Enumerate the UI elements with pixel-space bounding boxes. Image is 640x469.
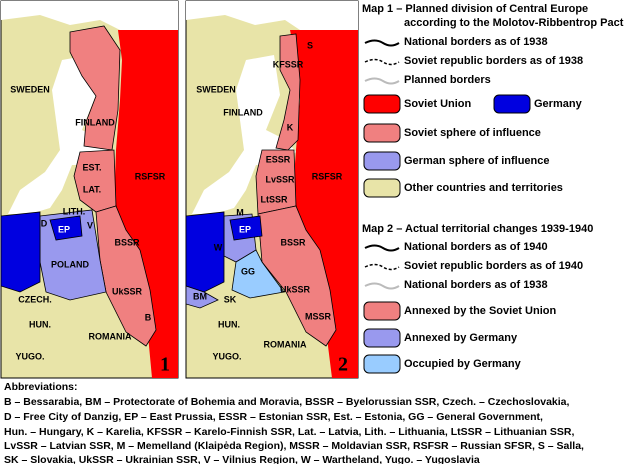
map-label: SK: [224, 294, 237, 304]
map-label: HUN.: [218, 319, 240, 329]
arctic-sea: [1, 1, 178, 30]
map-label: CZECH.: [18, 294, 52, 304]
map-label: LvSSR: [265, 174, 295, 184]
map-label: BM: [193, 291, 207, 301]
soviet-union: [290, 30, 358, 378]
map-label: V: [87, 220, 93, 230]
legend-swatch: [363, 151, 401, 171]
annexed-poland: [257, 205, 337, 347]
legend-label: Annexed by the Soviet Union: [404, 305, 556, 317]
germany: [0, 211, 41, 293]
map-label: D: [41, 218, 48, 228]
map-label: UkSSR: [280, 284, 311, 294]
abbreviations-line: D – Free City of Danzig, EP – East Pruss…: [4, 411, 543, 423]
legend-line: [364, 282, 400, 290]
map-label: K: [287, 122, 294, 132]
legend-label: National borders as of 1938: [404, 36, 548, 48]
legend-swatch: [363, 354, 401, 374]
legend-swatch: [363, 94, 401, 114]
finland: [69, 25, 121, 151]
legend-label: Soviet Union: [404, 98, 472, 110]
map-label: S: [307, 40, 313, 50]
map-number: 2: [338, 354, 348, 376]
germany: [185, 211, 225, 293]
map-label: RSFSR: [312, 171, 343, 181]
map-label: MSSR: [305, 311, 332, 321]
map-label: BSSR: [114, 237, 140, 247]
legend-swatch: [363, 328, 401, 348]
abbreviations-line: Hun. – Hungary, K – Karelia, KFSSR – Kar…: [4, 426, 574, 438]
abbreviations: Abbreviations: B – Bessarabia, BM – Prot…: [4, 381, 584, 466]
map-label: POLAND: [51, 259, 90, 269]
map-label: W: [214, 242, 223, 252]
map-label: LtSSR: [261, 194, 289, 204]
legend-line: [364, 58, 400, 66]
legend-line: [364, 244, 400, 252]
map-number: 1: [160, 354, 170, 376]
map-label: HUN.: [29, 319, 51, 329]
east-prussia: [229, 215, 263, 241]
legend-swatch: [363, 178, 401, 198]
map-label: RSFSR: [135, 171, 166, 181]
legend-label: Other countries and territories: [404, 182, 563, 194]
legend-line: [364, 39, 400, 47]
map-label: EP: [239, 224, 251, 234]
legend-label: National borders as of 1938: [404, 279, 548, 291]
legend-label: Occupied by Germany: [404, 358, 522, 370]
abbreviations-line: SK – Slovakia, UkSSR – Ukrainian SSR, V …: [4, 454, 480, 464]
legend-title: according to the Molotov-Ribbentrop Pact: [404, 17, 624, 29]
map-2: SWEDEN FINLAND KFSSR K ESSR LvSSR LtSSR …: [185, 0, 359, 379]
map-label: EST.: [82, 162, 101, 172]
legend-title: Map 1 – Planned division of Central Euro…: [362, 3, 588, 15]
east-prussia: [49, 215, 83, 241]
abbreviations-line: B – Bessarabia, BM – Protectorate of Boh…: [4, 396, 570, 408]
legend-label: Annexed by Germany: [404, 332, 518, 344]
legend-label: National borders as of 1940: [404, 241, 548, 253]
bohemia-moravia: [185, 285, 219, 309]
map-label: KFSSR: [273, 59, 304, 69]
legend-swatch: [493, 94, 531, 114]
map-label: FINLAND: [223, 107, 263, 117]
legend-label: Soviet sphere of influence: [404, 127, 541, 139]
abbreviations-line: LvSSR – Latvian SSR, M – Memelland (Klai…: [4, 440, 584, 452]
legend-map-1: Map 1 – Planned division of Central Euro…: [362, 3, 624, 198]
map-label: ROMANIA: [89, 331, 132, 341]
legend-label: German sphere of influence: [404, 155, 549, 167]
map-label: YUGO.: [15, 351, 44, 361]
legend-map-2: Map 2 – Actual territorial changes 1939-…: [362, 223, 593, 374]
map-label: YUGO.: [212, 351, 241, 361]
general-government: [231, 249, 285, 299]
legend-title: Map 2 – Actual territorial changes 1939-…: [362, 223, 593, 235]
map-label: SWEDEN: [196, 84, 236, 94]
legend-swatch: [363, 301, 401, 321]
map-label: UkSSR: [112, 286, 143, 296]
map-label: M: [236, 207, 244, 217]
legend-label: Soviet republic borders as of 1938: [404, 55, 583, 67]
map-label: EP: [58, 224, 70, 234]
legend-label: Germany: [534, 98, 583, 110]
annexed-karelia: [275, 33, 301, 151]
legend-label: Soviet republic borders as of 1940: [404, 260, 583, 272]
map-label: B: [145, 312, 152, 322]
map-label: BSSR: [280, 237, 306, 247]
arctic-sea: [186, 1, 358, 30]
legend-label: Planned borders: [404, 74, 491, 86]
legend-line: [364, 263, 400, 271]
legend-swatch: [363, 123, 401, 143]
legend-line: [364, 77, 400, 85]
baltic-sea: [8, 55, 112, 214]
map-label: LAT.: [83, 184, 101, 194]
abbreviations-title: Abbreviations:: [4, 381, 78, 393]
map-label: ROMANIA: [264, 339, 307, 349]
map-label: SWEDEN: [10, 84, 50, 94]
map-label: LITH.: [63, 206, 86, 216]
baltic-sea: [192, 55, 296, 214]
map-1: SWEDEN FINLAND EST. LAT. LITH. RSFSR POL…: [0, 0, 179, 379]
map-label: ESSR: [266, 154, 291, 164]
map-label: GG: [241, 266, 255, 276]
map-label: FINLAND: [75, 117, 115, 127]
